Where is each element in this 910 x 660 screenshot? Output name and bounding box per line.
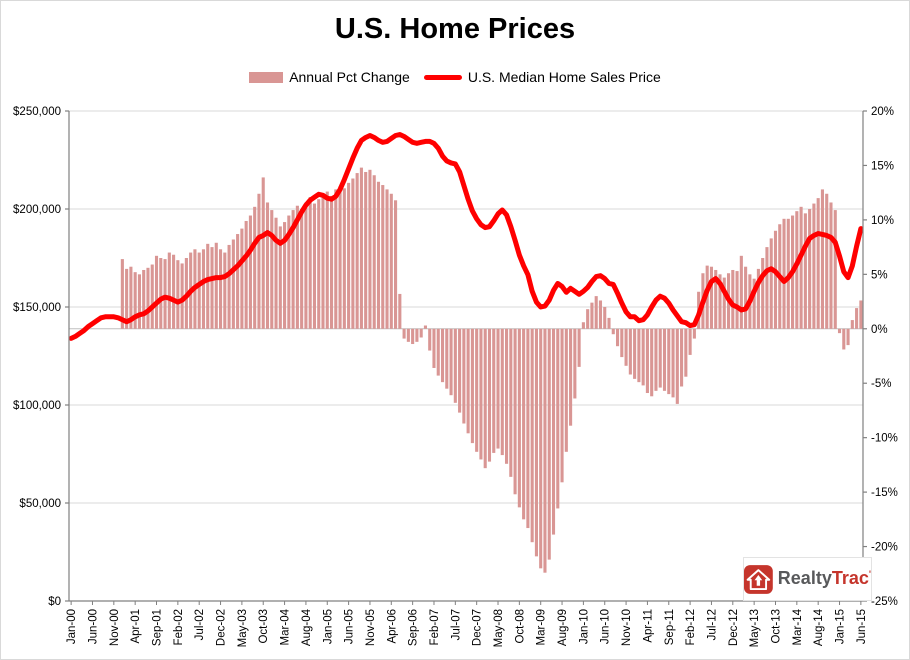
svg-text:Nov-00: Nov-00 — [109, 609, 121, 646]
svg-text:Apr-01: Apr-01 — [130, 609, 142, 644]
svg-text:$150,000: $150,000 — [13, 302, 61, 314]
svg-text:Jun-15: Jun-15 — [856, 609, 868, 644]
svg-text:Sep-06: Sep-06 — [408, 609, 420, 646]
svg-text:$50,000: $50,000 — [19, 498, 61, 510]
svg-text:Jul-02: Jul-02 — [194, 609, 206, 640]
svg-text:Oct-08: Oct-08 — [514, 609, 526, 644]
annual-pct-change-bars — [120, 167, 863, 573]
svg-text:Oct-13: Oct-13 — [771, 609, 783, 644]
svg-text:Mar-14: Mar-14 — [792, 608, 804, 645]
svg-text:0%: 0% — [871, 324, 888, 336]
legend-item-annual-pct-change: Annual Pct Change — [249, 69, 410, 85]
svg-text:Jul-07: Jul-07 — [450, 609, 462, 640]
svg-text:Dec-02: Dec-02 — [216, 609, 228, 646]
chart-title: U.S. Home Prices — [334, 13, 576, 45]
svg-text:Jul-12: Jul-12 — [707, 609, 719, 640]
svg-text:Jan-05: Jan-05 — [322, 609, 334, 644]
svg-text:Apr-06: Apr-06 — [386, 609, 398, 644]
realtytrac-logo[interactable]: RealtyTrac' — [743, 557, 872, 601]
svg-text:$100,000: $100,000 — [13, 400, 61, 412]
svg-text:Jan-00: Jan-00 — [66, 609, 78, 644]
median-price-line — [68, 132, 864, 341]
svg-text:Aug-09: Aug-09 — [557, 609, 569, 646]
svg-text:Jan-15: Jan-15 — [835, 609, 847, 644]
chart-legend: Annual Pct Change U.S. Median Home Sales… — [1, 69, 909, 85]
svg-text:Nov-10: Nov-10 — [621, 609, 633, 646]
logo-text-realty: Realty — [777, 568, 832, 588]
svg-text:Dec-07: Dec-07 — [472, 609, 484, 646]
svg-text:5%: 5% — [871, 269, 888, 281]
svg-text:$0: $0 — [48, 596, 61, 608]
svg-text:10%: 10% — [871, 215, 894, 227]
legend-item-median-price: U.S. Median Home Sales Price — [423, 69, 661, 85]
svg-text:-10%: -10% — [871, 433, 898, 445]
svg-text:Dec-12: Dec-12 — [728, 609, 740, 646]
svg-text:Feb-02: Feb-02 — [173, 609, 185, 645]
svg-text:Sep-11: Sep-11 — [664, 609, 676, 645]
svg-text:Nov-05: Nov-05 — [365, 609, 377, 646]
svg-text:Aug-04: Aug-04 — [301, 608, 313, 646]
svg-text:Oct-03: Oct-03 — [258, 609, 270, 644]
svg-text:-25%: -25% — [871, 596, 898, 608]
svg-text:-5%: -5% — [871, 378, 891, 390]
svg-text:Feb-12: Feb-12 — [685, 609, 697, 645]
svg-text:Mar-09: Mar-09 — [536, 609, 548, 645]
svg-text:-20%: -20% — [871, 542, 898, 554]
line-series-swatch — [423, 74, 462, 80]
svg-text:Mar-04: Mar-04 — [280, 608, 292, 645]
svg-text:Jun-00: Jun-00 — [88, 609, 100, 644]
legend-label-annual-pct-change: Annual Pct Change — [289, 69, 410, 85]
svg-text:May-08: May-08 — [493, 609, 505, 647]
svg-text:May-13: May-13 — [749, 609, 761, 647]
legend-label-median-price: U.S. Median Home Sales Price — [467, 69, 661, 85]
svg-text:Jan-10: Jan-10 — [578, 609, 590, 644]
svg-text:-15%: -15% — [871, 487, 898, 499]
logo-text-trac: Trac — [831, 568, 869, 588]
svg-text:20%: 20% — [871, 106, 894, 118]
svg-text:Jun-05: Jun-05 — [344, 609, 356, 644]
bar-series-swatch — [249, 71, 284, 83]
svg-text:15%: 15% — [871, 160, 894, 172]
svg-text:Feb-07: Feb-07 — [429, 609, 441, 645]
trademark-mark: ' — [868, 569, 871, 579]
svg-text:Apr-11: Apr-11 — [642, 609, 654, 643]
svg-text:$250,000: $250,000 — [13, 106, 61, 118]
house-icon — [744, 564, 773, 594]
svg-text:May-03: May-03 — [237, 609, 249, 647]
svg-text:Aug-14: Aug-14 — [813, 608, 825, 646]
svg-text:$200,000: $200,000 — [13, 204, 61, 216]
svg-text:Sep-01: Sep-01 — [152, 609, 164, 646]
svg-text:Jun-10: Jun-10 — [600, 609, 612, 644]
